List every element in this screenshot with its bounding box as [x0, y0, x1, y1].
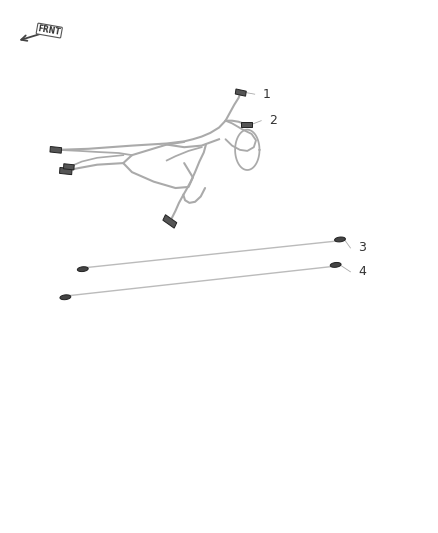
Text: FRNT: FRNT	[37, 24, 61, 37]
Text: 4: 4	[358, 265, 366, 278]
Polygon shape	[60, 167, 72, 175]
Polygon shape	[163, 215, 177, 228]
Polygon shape	[64, 164, 74, 170]
Polygon shape	[235, 89, 246, 96]
Ellipse shape	[330, 262, 341, 268]
Ellipse shape	[60, 295, 71, 300]
Text: 1: 1	[262, 87, 270, 101]
Ellipse shape	[78, 266, 88, 272]
Text: 2: 2	[269, 114, 277, 127]
Polygon shape	[241, 122, 252, 127]
Polygon shape	[50, 147, 62, 153]
Ellipse shape	[335, 237, 346, 242]
Text: 3: 3	[358, 241, 366, 254]
